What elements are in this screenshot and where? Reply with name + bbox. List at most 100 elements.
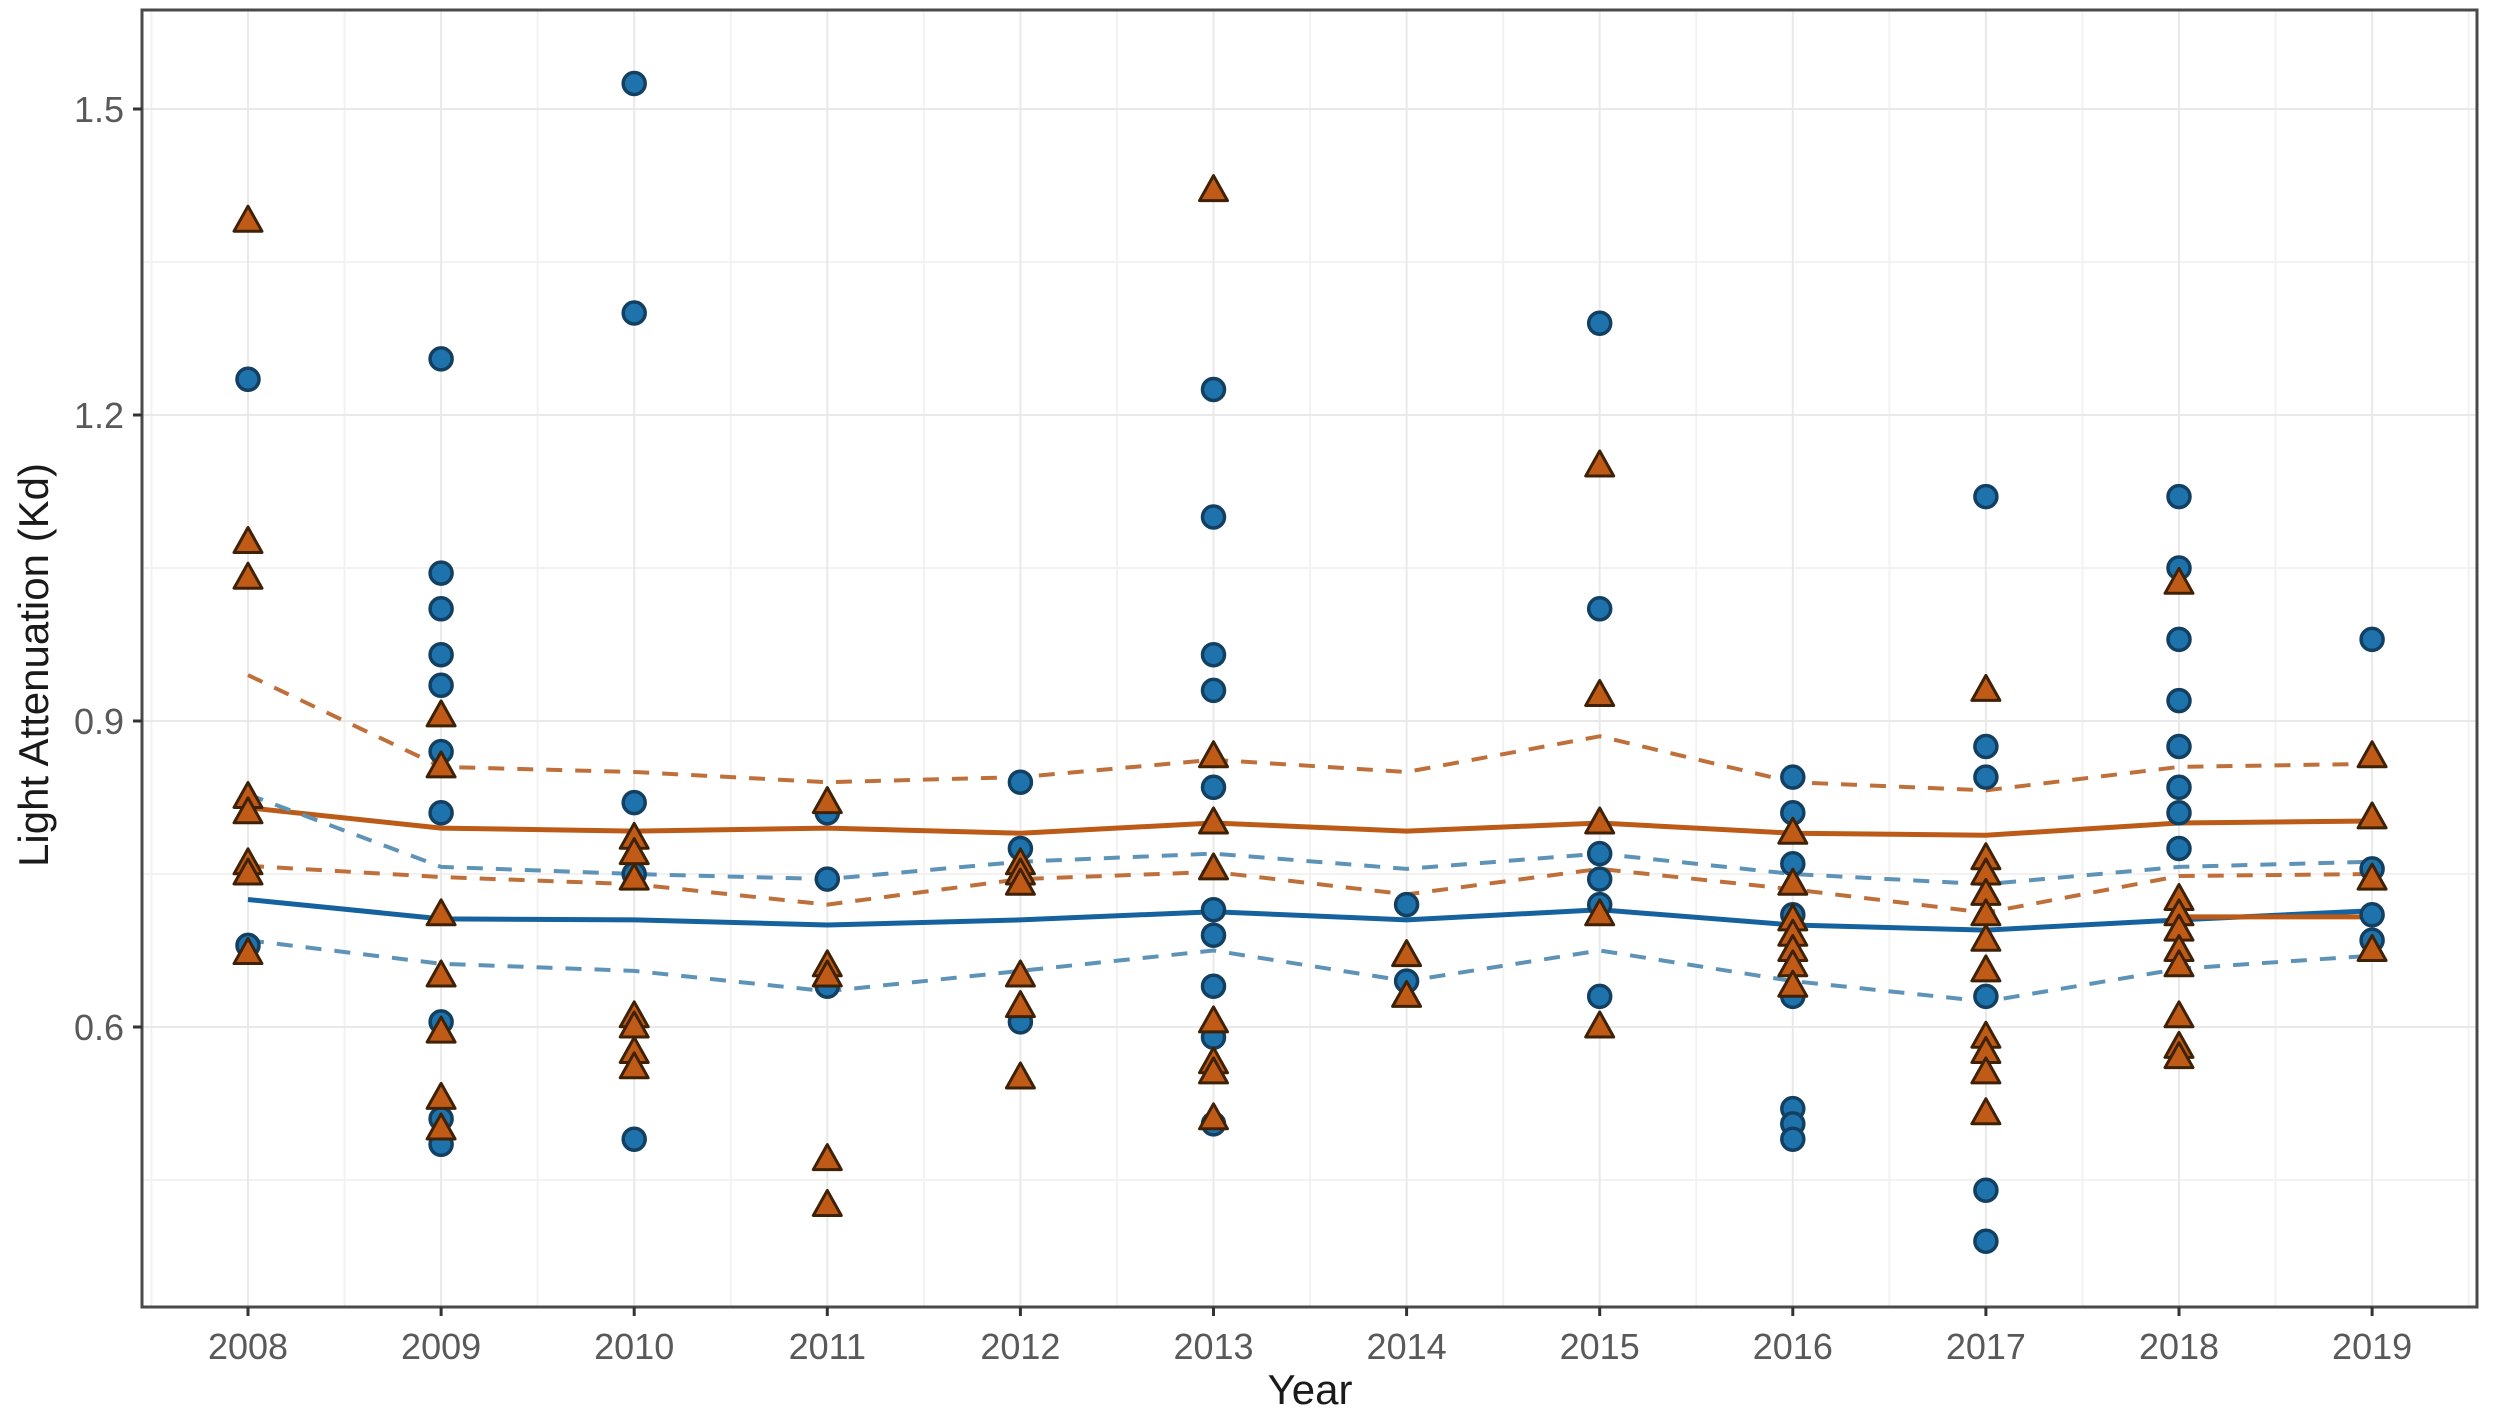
data-point-triangle xyxy=(2163,949,2195,978)
data-point-circle xyxy=(2166,774,2192,801)
data-point-triangle xyxy=(1198,1056,1229,1085)
data-point-circle xyxy=(1780,764,1806,790)
data-point-circle xyxy=(814,866,841,892)
data-point-triangle xyxy=(1198,174,1229,203)
data-point-triangle xyxy=(232,526,264,554)
data-point-triangle xyxy=(1777,816,1809,845)
data-point-triangle xyxy=(1970,923,2002,952)
data-point-circle xyxy=(1200,896,1227,923)
y-axis-title: Light Attenuation (Kd) xyxy=(10,463,57,867)
data-point-triangle xyxy=(1004,1061,1036,1090)
data-point-triangle xyxy=(425,898,457,927)
x-tick-label: 2008 xyxy=(208,1326,288,1367)
data-point-triangle xyxy=(2356,801,2388,830)
data-point-circle xyxy=(1200,774,1227,801)
x-tick-label: 2019 xyxy=(2332,1326,2412,1367)
data-point-circle xyxy=(1780,1126,1806,1152)
data-point-triangle xyxy=(425,750,457,779)
data-point-circle xyxy=(2166,733,2192,760)
x-axis-title: Year xyxy=(1267,1366,1353,1410)
data-point-triangle xyxy=(811,1143,843,1172)
data-point-circle xyxy=(2166,483,2192,510)
data-point-triangle xyxy=(425,1081,457,1110)
data-point-triangle xyxy=(1391,939,1423,968)
data-point-triangle xyxy=(232,796,264,825)
data-point-circle xyxy=(1200,922,1227,948)
orange-mean xyxy=(247,805,2373,838)
data-point-circle xyxy=(621,300,647,326)
data-point-circle xyxy=(428,672,454,699)
data-point-triangle xyxy=(1004,959,1036,988)
data-point-circle xyxy=(1200,677,1227,704)
data-point-circle xyxy=(1973,483,1999,510)
data-point-triangle xyxy=(232,937,264,966)
data-point-circle xyxy=(1586,596,1613,622)
data-point-triangle xyxy=(1198,852,1229,881)
data-point-triangle xyxy=(1970,1056,2002,1085)
data-point-circle xyxy=(235,366,261,393)
data-point-triangle xyxy=(811,786,843,815)
x-tick-label: 2016 xyxy=(1753,1326,1833,1367)
data-point-triangle xyxy=(1970,1097,2002,1126)
data-point-triangle xyxy=(1004,990,1036,1019)
data-point-circle xyxy=(1586,310,1613,336)
data-point-circle xyxy=(1973,764,1999,790)
data-point-triangle xyxy=(1970,673,2002,702)
data-point-circle xyxy=(621,789,647,816)
data-point-triangle xyxy=(1970,954,2002,983)
data-point-triangle xyxy=(425,1015,457,1044)
data-point-triangle xyxy=(811,959,843,988)
data-point-circle xyxy=(1586,840,1613,867)
data-point-triangle xyxy=(1198,740,1229,769)
data-point-triangle xyxy=(1777,867,1809,896)
data-point-circle xyxy=(1973,733,1999,760)
data-point-circle xyxy=(1200,973,1227,999)
data-point-triangle xyxy=(618,1051,650,1080)
data-point-triangle xyxy=(1198,1005,1229,1034)
blue-ci-lower xyxy=(247,938,2373,1004)
data-point-triangle xyxy=(1584,679,1616,707)
data-point-circle xyxy=(428,800,454,826)
data-point-circle xyxy=(1200,641,1227,668)
x-tick-label: 2017 xyxy=(1946,1326,2026,1367)
data-point-triangle xyxy=(2163,566,2195,595)
x-tick-label: 2010 xyxy=(594,1326,674,1367)
x-tick-label: 2009 xyxy=(401,1326,481,1367)
data-point-triangle xyxy=(2163,1000,2195,1029)
data-point-triangle xyxy=(425,699,457,728)
data-point-circle xyxy=(1200,376,1227,403)
data-point-triangle xyxy=(1004,867,1036,896)
data-point-circle xyxy=(2166,800,2192,826)
data-point-circle xyxy=(1973,1228,1999,1254)
data-point-triangle xyxy=(1584,1010,1616,1039)
data-point-circle xyxy=(2166,835,2192,862)
data-point-circle xyxy=(1200,504,1227,530)
blue-mean xyxy=(247,897,2373,933)
data-point-triangle xyxy=(425,959,457,988)
x-tick-label: 2015 xyxy=(1560,1326,1640,1367)
data-point-circle xyxy=(1973,983,1999,1010)
data-point-circle xyxy=(2166,626,2192,653)
x-tick-label: 2012 xyxy=(980,1326,1060,1367)
data-point-triangle xyxy=(1198,1102,1229,1131)
data-point-circle xyxy=(2359,902,2385,928)
data-point-circle xyxy=(428,346,454,372)
data-point-triangle xyxy=(425,1112,457,1141)
data-point-triangle xyxy=(1391,979,1423,1008)
blue-ci-upper xyxy=(247,792,2373,887)
data-point-triangle xyxy=(1777,969,1809,998)
data-point-triangle xyxy=(1584,806,1616,835)
data-point-triangle xyxy=(2356,934,2388,962)
data-point-triangle xyxy=(232,204,264,233)
data-point-circle xyxy=(1007,769,1034,795)
data-point-triangle xyxy=(1584,898,1616,927)
panel-border xyxy=(140,8,2479,1309)
data-point-triangle xyxy=(1584,449,1616,478)
data-point-triangle xyxy=(2356,740,2388,769)
data-point-circle xyxy=(1973,1177,1999,1203)
data-point-circle xyxy=(428,641,454,668)
y-tick-label: 1.5 xyxy=(74,89,124,130)
orange-ci-upper xyxy=(247,673,2373,793)
